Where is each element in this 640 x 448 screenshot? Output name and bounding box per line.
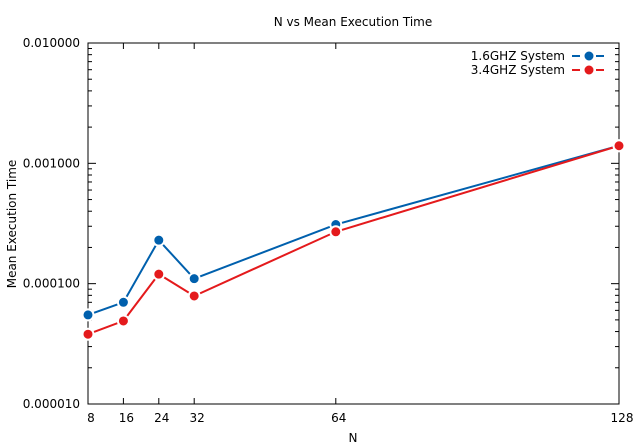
data-point <box>81 308 95 322</box>
y-tick-label: 0.001000 <box>23 156 80 170</box>
y-tick-label: 0.000010 <box>23 397 80 411</box>
y-tick-label: 0.000100 <box>23 277 80 291</box>
x-tick-label: 32 <box>190 411 205 425</box>
series-2 <box>81 139 626 341</box>
plot-frame <box>87 42 620 405</box>
data-point <box>116 314 130 328</box>
x-tick-label: 16 <box>119 411 134 425</box>
x-axis-label: N <box>349 431 358 445</box>
data-point <box>116 295 130 309</box>
legend-marker <box>582 49 596 63</box>
x-tick-label: 24 <box>154 411 169 425</box>
axis-ticks: 8 16 24 32 64 128 0.000010 0.000100 0.001000 0.01… <box>23 36 634 425</box>
data-point <box>152 233 166 247</box>
series-1 <box>81 139 626 322</box>
legend-marker <box>582 63 596 77</box>
series-layer <box>81 139 626 341</box>
data-point <box>81 327 95 341</box>
legend-label: 3.4GHZ System <box>471 63 565 77</box>
legend-label: 1.6GHZ System <box>471 49 565 63</box>
series-line <box>87 144 620 336</box>
y-axis-label: Mean Execution Time <box>5 160 19 289</box>
x-tick-label: 128 <box>611 411 634 425</box>
y-tick-label: 0.010000 <box>23 36 80 50</box>
data-point <box>152 267 166 281</box>
x-tick-label: 64 <box>331 411 346 425</box>
data-point <box>329 225 343 239</box>
data-point <box>187 289 201 303</box>
chart-title: N vs Mean Execution Time <box>274 15 433 29</box>
data-point <box>612 139 626 153</box>
series-line <box>87 144 620 316</box>
x-tick-label: 8 <box>87 411 95 425</box>
data-point <box>187 272 201 286</box>
